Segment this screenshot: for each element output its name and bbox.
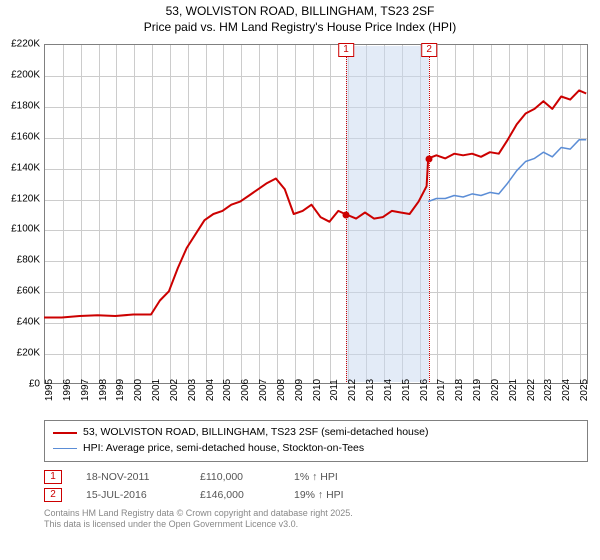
sales-date: 18-NOV-2011 <box>86 471 176 483</box>
legend-swatch <box>53 432 77 434</box>
footer-line-1: Contains HM Land Registry data © Crown c… <box>44 508 588 520</box>
xtick-label: 2025 <box>579 379 590 401</box>
xtick-label: 2023 <box>543 379 554 401</box>
xtick-label: 1998 <box>98 379 109 401</box>
sales-price: £110,000 <box>200 471 270 483</box>
title-line-2: Price paid vs. HM Land Registry's House … <box>0 20 600 36</box>
xtick-label: 2011 <box>329 379 340 401</box>
chart-container: 53, WOLVISTON ROAD, BILLINGHAM, TS23 2SF… <box>0 0 600 560</box>
xtick-label: 2022 <box>526 379 537 401</box>
xtick-label: 2008 <box>276 379 287 401</box>
xtick-label: 2004 <box>205 379 216 401</box>
xtick-label: 2024 <box>561 379 572 401</box>
xtick-label: 2014 <box>383 379 394 401</box>
ytick-label: £200K <box>11 69 40 80</box>
legend-label: 53, WOLVISTON ROAD, BILLINGHAM, TS23 2SF… <box>83 425 428 441</box>
footer: Contains HM Land Registry data © Crown c… <box>44 508 588 531</box>
sales-row: 2 15-JUL-2016 £146,000 19% ↑ HPI <box>44 488 588 502</box>
sales-diff: 1% ↑ HPI <box>294 471 374 483</box>
xtick-label: 2017 <box>436 379 447 401</box>
xtick-label: 2013 <box>365 379 376 401</box>
ytick-label: £100K <box>11 224 40 235</box>
ytick-label: £0 <box>29 379 40 390</box>
sales-marker: 1 <box>44 470 62 484</box>
title-line-1: 53, WOLVISTON ROAD, BILLINGHAM, TS23 2SF <box>0 4 600 20</box>
xtick-label: 2000 <box>133 379 144 401</box>
xtick-label: 2019 <box>472 379 483 401</box>
ytick-label: £180K <box>11 100 40 111</box>
xtick-label: 2005 <box>222 379 233 401</box>
xtick-label: 2018 <box>454 379 465 401</box>
sales-marker: 2 <box>44 488 62 502</box>
ytick-label: £60K <box>17 286 40 297</box>
legend-swatch <box>53 448 77 449</box>
legend-row: 53, WOLVISTON ROAD, BILLINGHAM, TS23 2SF… <box>53 425 579 441</box>
sales-table: 1 18-NOV-2011 £110,000 1% ↑ HPI 2 15-JUL-2016… <box>44 470 588 502</box>
sales-price: £146,000 <box>200 489 270 501</box>
series-line <box>428 140 586 202</box>
sales-date: 15-JUL-2016 <box>86 489 176 501</box>
xtick-label: 1999 <box>115 379 126 401</box>
title-block: 53, WOLVISTON ROAD, BILLINGHAM, TS23 2SF… <box>0 0 600 35</box>
ytick-label: £140K <box>11 162 40 173</box>
xtick-label: 2009 <box>294 379 305 401</box>
sales-row: 1 18-NOV-2011 £110,000 1% ↑ HPI <box>44 470 588 484</box>
xtick-label: 2020 <box>490 379 501 401</box>
xtick-label: 2016 <box>419 379 430 401</box>
legend-label: HPI: Average price, semi-detached house,… <box>83 441 364 457</box>
ytick-label: £120K <box>11 193 40 204</box>
chart-area: 12 £0£20K£40K£60K£80K£100K£120K£140K£160… <box>44 44 588 384</box>
ytick-label: £220K <box>11 39 40 50</box>
xtick-label: 2021 <box>508 379 519 401</box>
footer-line-2: This data is licensed under the Open Gov… <box>44 519 588 531</box>
legend-row: HPI: Average price, semi-detached house,… <box>53 441 579 457</box>
ytick-label: £80K <box>17 255 40 266</box>
xtick-label: 2003 <box>187 379 198 401</box>
line-layer <box>44 44 588 384</box>
xtick-label: 2007 <box>258 379 269 401</box>
xtick-label: 2015 <box>401 379 412 401</box>
xtick-label: 1996 <box>62 379 73 401</box>
ytick-label: £20K <box>17 348 40 359</box>
ytick-label: £40K <box>17 317 40 328</box>
legend-box: 53, WOLVISTON ROAD, BILLINGHAM, TS23 2SF… <box>44 420 588 462</box>
xtick-label: 2001 <box>151 379 162 401</box>
ytick-label: £160K <box>11 131 40 142</box>
xtick-label: 2006 <box>240 379 251 401</box>
sales-diff: 19% ↑ HPI <box>294 489 374 501</box>
xtick-label: 2002 <box>169 379 180 401</box>
xtick-label: 1995 <box>44 379 55 401</box>
series-line <box>44 90 586 317</box>
xtick-label: 2012 <box>347 379 358 401</box>
legend-block: 53, WOLVISTON ROAD, BILLINGHAM, TS23 2SF… <box>44 420 588 531</box>
xtick-label: 1997 <box>80 379 91 401</box>
xtick-label: 2010 <box>312 379 323 401</box>
